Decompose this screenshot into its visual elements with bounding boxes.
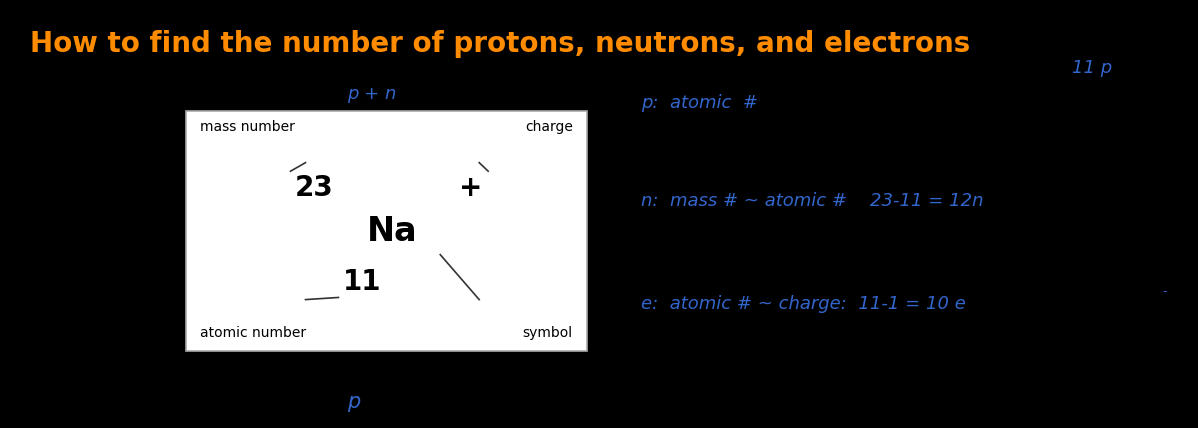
Text: symbol: symbol [522, 326, 573, 340]
Text: p:  atomic  #: p: atomic # [641, 94, 758, 112]
Text: p + n: p + n [347, 85, 397, 103]
Text: atomic number: atomic number [200, 326, 307, 340]
Text: 11 p: 11 p [1072, 59, 1112, 77]
Text: -: - [1162, 285, 1167, 297]
Text: Na: Na [367, 214, 418, 248]
Bar [186, 111, 587, 351]
Text: charge: charge [525, 120, 573, 134]
Text: p: p [347, 392, 361, 412]
Text: n:  mass # ~ atomic #    23-11 = 12n: n: mass # ~ atomic # 23-11 = 12n [641, 192, 984, 210]
Text: +: + [459, 174, 482, 202]
Text: mass number: mass number [200, 120, 295, 134]
Text: 11: 11 [343, 268, 382, 297]
Text: 23: 23 [295, 174, 334, 202]
Text: e:  atomic # ~ charge:  11-1 = 10 e: e: atomic # ~ charge: 11-1 = 10 e [641, 295, 966, 313]
Text: How to find the number of protons, neutrons, and electrons: How to find the number of protons, neutr… [30, 30, 970, 58]
